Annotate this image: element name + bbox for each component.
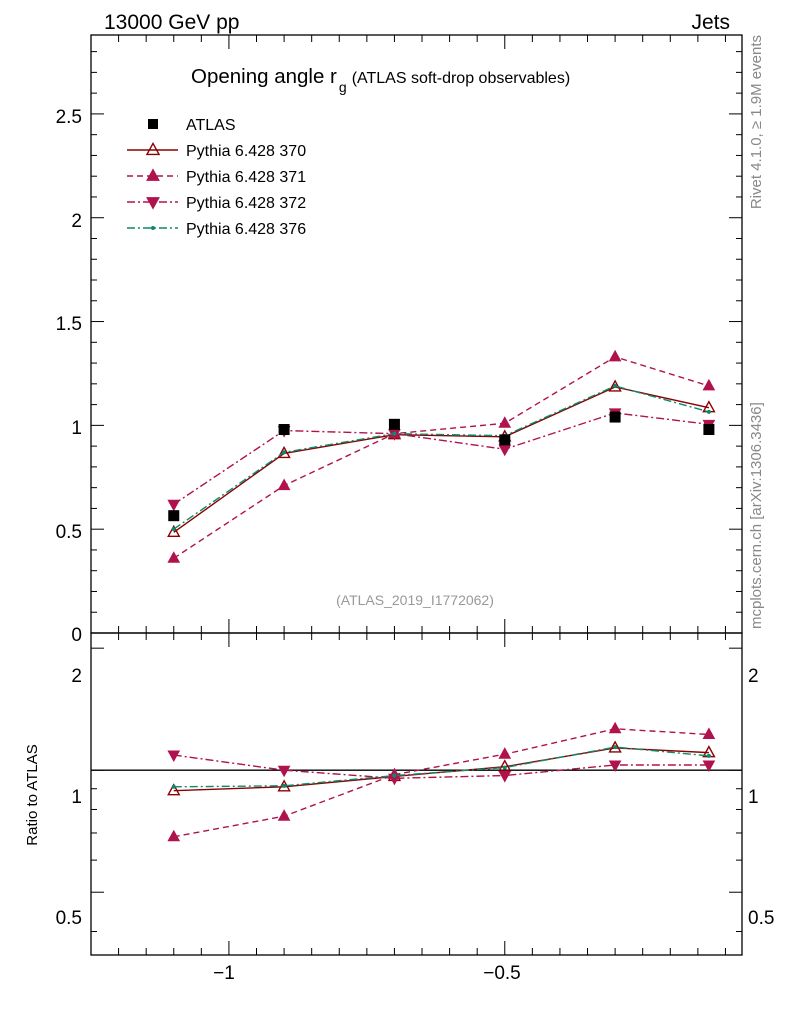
main-point-s2-1 bbox=[277, 478, 291, 491]
ratio-series-line-1 bbox=[173, 728, 709, 838]
legend-label-4: Pythia 6.428 376 bbox=[186, 221, 306, 238]
legend-label-3: Pythia 6.428 372 bbox=[186, 195, 306, 212]
ratio-series-line-3 bbox=[173, 746, 709, 788]
main-series-line-4 bbox=[173, 385, 710, 530]
ratio-point-s0-3 bbox=[498, 759, 512, 772]
ratio-point-s3-1 bbox=[282, 783, 287, 788]
chart-subtitle: (ATLAS soft-drop observables) bbox=[352, 70, 570, 87]
ratio-point-s2-5 bbox=[702, 760, 716, 773]
ratio-point-s0-0 bbox=[167, 783, 181, 796]
main-point-s2-0 bbox=[167, 551, 181, 563]
ratio-ytick-label-left-1: 1 bbox=[71, 787, 82, 808]
ratio-point-s3-5 bbox=[706, 753, 711, 758]
ratio-point-s2-0 bbox=[167, 750, 181, 763]
ratio-ytick-label-left-0: 0.5 bbox=[56, 908, 82, 929]
energy-label: 13000 GeV pp bbox=[104, 11, 239, 34]
ratio-point-s3-4 bbox=[613, 745, 618, 750]
main-point-s2-3 bbox=[498, 416, 512, 428]
ratio-series-layer bbox=[167, 721, 716, 842]
main-ytick-label-0: 0 bbox=[71, 625, 82, 646]
chart-title: Opening angle r g (ATLAS soft-drop observa… bbox=[191, 65, 570, 95]
legend-marker-4 bbox=[151, 226, 155, 230]
xtick-label-0: −1 bbox=[213, 963, 235, 984]
main-point-s0-3 bbox=[499, 434, 511, 446]
main-series-line-1 bbox=[173, 386, 710, 533]
ratio-series-line-2 bbox=[173, 754, 709, 779]
main-point-s2-4 bbox=[608, 349, 622, 362]
main-point-s2-5 bbox=[702, 378, 716, 391]
ratio-point-s1-0 bbox=[167, 829, 181, 842]
ratio-point-s1-3 bbox=[498, 747, 512, 759]
main-point-s0-4 bbox=[609, 411, 621, 423]
process-label: Jets bbox=[691, 11, 730, 34]
ratio-point-s2-4 bbox=[608, 760, 622, 773]
ratio-ytick-label-left-2: 2 bbox=[71, 666, 82, 687]
ratio-ytick-label-right-2: 2 bbox=[748, 666, 759, 687]
ratio-point-s0-4 bbox=[608, 740, 622, 753]
main-ytick-label-3: 1.5 bbox=[56, 314, 82, 335]
chart-title-main: Opening angle r bbox=[191, 65, 337, 88]
ratio-point-s2-3 bbox=[498, 771, 512, 783]
main-point-s3-3 bbox=[498, 444, 512, 457]
legend-marker-0 bbox=[148, 119, 158, 129]
main-point-s0-1 bbox=[278, 424, 290, 436]
legend-marker-3 bbox=[146, 197, 160, 210]
main-ytick-label-1: 0.5 bbox=[56, 522, 82, 543]
ratio-point-s3-3 bbox=[502, 765, 507, 770]
legend-label-1: Pythia 6.428 370 bbox=[186, 143, 306, 160]
mcplots-label: mcplots.cern.ch [arXiv:1306.3436] bbox=[748, 402, 765, 629]
ratio-ylabel: Ratio to ATLAS bbox=[24, 744, 41, 845]
ratio-ytick-label-right-0: 0.5 bbox=[748, 908, 774, 929]
main-ytick-label-5: 2.5 bbox=[56, 107, 82, 128]
main-series-line-3 bbox=[173, 412, 709, 505]
rivet-label: Rivet 4.1.0, ≥ 1.9M events bbox=[748, 35, 765, 209]
main-ytick-label-2: 1 bbox=[71, 418, 82, 439]
main-series-layer bbox=[167, 349, 716, 563]
ratio-point-s3-0 bbox=[171, 784, 176, 789]
legend-marker-1 bbox=[145, 141, 161, 156]
legend-marker-2 bbox=[146, 168, 160, 181]
legend: ATLAS Pythia 6.428 370 Pythia 6.428 371 … bbox=[127, 117, 306, 238]
main-point-s1-0 bbox=[167, 524, 181, 537]
main-point-s4-4 bbox=[613, 383, 618, 388]
ratio-point-s1-5 bbox=[702, 727, 716, 739]
legend-label-2: Pythia 6.428 371 bbox=[186, 169, 306, 186]
main-point-s0-0 bbox=[168, 510, 180, 522]
ratio-ytick-label-right-1: 1 bbox=[748, 787, 759, 808]
main-point-s4-2 bbox=[392, 431, 397, 436]
ratio-point-s2-1 bbox=[277, 765, 291, 778]
main-series-line-2 bbox=[173, 356, 710, 559]
main-point-s4-1 bbox=[282, 450, 287, 455]
ratio-axis-ticks bbox=[91, 633, 742, 955]
chart-title-subscript: g bbox=[339, 79, 347, 95]
ratio-point-s1-1 bbox=[277, 809, 291, 821]
analysis-watermark: (ATLAS_2019_I1772062) bbox=[336, 592, 494, 608]
main-axis-ticks bbox=[91, 35, 742, 633]
main-point-s4-0 bbox=[171, 527, 176, 532]
ratio-point-s1-4 bbox=[608, 721, 622, 734]
ratio-series-line-0 bbox=[173, 747, 709, 792]
ratio-point-s3-2 bbox=[392, 773, 397, 778]
ratio-panel-frame bbox=[90, 632, 743, 956]
main-point-s0-2 bbox=[388, 418, 400, 430]
main-point-s3-0 bbox=[167, 499, 181, 512]
xtick-label-1: −0.5 bbox=[483, 963, 521, 984]
main-point-s1-1 bbox=[277, 445, 291, 459]
main-point-s4-5 bbox=[706, 409, 711, 414]
legend-label-0: ATLAS bbox=[186, 117, 236, 134]
main-ytick-label-4: 2 bbox=[71, 211, 82, 232]
main-point-s0-5 bbox=[703, 424, 715, 436]
